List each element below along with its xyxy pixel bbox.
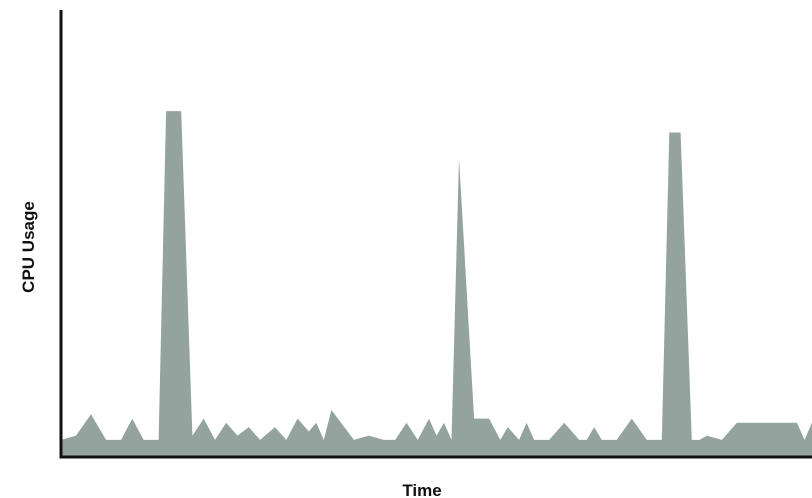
area-layer xyxy=(61,111,812,457)
y-axis-label: CPU Usage xyxy=(19,201,38,293)
x-axis-label: Time xyxy=(402,481,441,498)
cpu-usage-area-series-0 xyxy=(61,111,812,457)
